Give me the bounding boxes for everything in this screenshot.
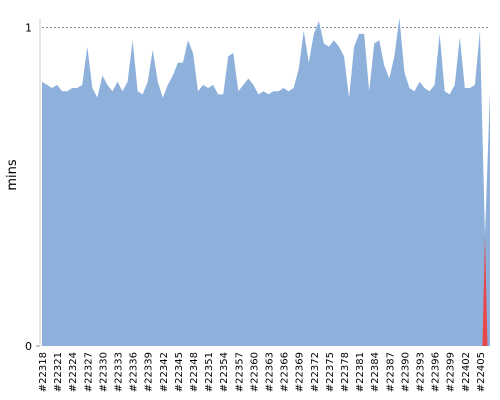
- x-tick-label: #22330: [98, 352, 109, 392]
- y-tick-label: 0: [25, 340, 32, 353]
- x-tick-label: #22324: [68, 352, 79, 392]
- x-tick-label: #22318: [38, 352, 49, 392]
- y-tick-label: 1: [25, 22, 32, 35]
- x-tick-label: #22333: [114, 352, 125, 392]
- x-tick-label: #22321: [53, 352, 64, 392]
- x-tick-label: #22387: [385, 352, 396, 392]
- failed-area: [482, 234, 488, 346]
- y-axis-label: mins: [5, 159, 20, 191]
- x-tick-label: #22369: [295, 352, 306, 392]
- x-tick-label: #22339: [144, 352, 155, 392]
- x-tick-label: #22354: [219, 352, 230, 392]
- x-tick-label: #22375: [325, 352, 336, 392]
- area: [42, 18, 490, 346]
- x-tick-label: #22360: [249, 352, 260, 392]
- x-tick-label: #22348: [189, 352, 200, 392]
- x-tick-label: #22381: [355, 352, 366, 392]
- x-tick-label: #22351: [204, 352, 215, 392]
- x-tick-label: #22393: [416, 352, 427, 392]
- x-tick-label: #22357: [234, 352, 245, 392]
- x-tick-label: #22345: [174, 352, 185, 392]
- x-tick-label: #22405: [476, 352, 487, 392]
- x-tick-label: #22327: [83, 352, 94, 392]
- x-tick-label: #22366: [280, 352, 291, 392]
- x-tick-label: #22372: [310, 352, 321, 392]
- x-tick-label: #22384: [370, 352, 381, 392]
- x-tick-label: #22396: [431, 352, 442, 392]
- x-tick-label: #22378: [340, 352, 351, 392]
- x-tick-label: #22363: [265, 352, 276, 392]
- x-tick-label: #22336: [129, 352, 140, 392]
- x-tick-label: #22342: [159, 352, 170, 392]
- x-tick-label: #22399: [446, 352, 457, 392]
- x-tick-label: #22390: [400, 352, 411, 392]
- x-tick-label: #22402: [461, 352, 472, 392]
